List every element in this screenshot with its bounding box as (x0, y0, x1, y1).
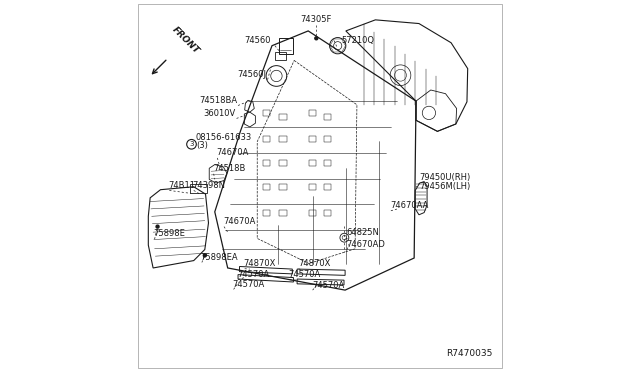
Text: 74570A: 74570A (312, 281, 344, 290)
Bar (190, 184, 207, 193)
Text: 64825N: 64825N (347, 228, 380, 237)
Bar (263, 184, 270, 190)
Text: 79450U(RH): 79450U(RH) (419, 173, 470, 182)
Bar (275, 52, 286, 60)
Text: 74670A: 74670A (216, 148, 249, 157)
Bar (263, 210, 270, 215)
Bar (280, 184, 287, 190)
Bar (309, 160, 316, 166)
Bar (263, 160, 270, 166)
Text: 74560: 74560 (244, 36, 271, 45)
Circle shape (315, 37, 318, 40)
Text: 79456M(LH): 79456M(LH) (419, 182, 470, 191)
Circle shape (204, 254, 206, 257)
Bar (324, 184, 331, 190)
Bar (280, 114, 287, 119)
Bar (280, 160, 287, 166)
Text: 74518B: 74518B (213, 164, 245, 173)
Text: 75898E: 75898E (153, 230, 185, 238)
Bar (324, 114, 331, 119)
Circle shape (156, 225, 159, 228)
Bar (309, 136, 316, 142)
Text: 74305F: 74305F (301, 15, 332, 23)
Text: 74398N: 74398N (193, 181, 226, 190)
Text: 08156-61633: 08156-61633 (196, 133, 252, 142)
Text: 36010V: 36010V (204, 109, 236, 118)
Bar (280, 210, 287, 215)
Bar (324, 160, 331, 166)
Bar (263, 110, 270, 116)
Text: 74560J: 74560J (237, 70, 266, 79)
Bar (263, 136, 270, 142)
Bar (309, 210, 316, 215)
Text: 75898EA: 75898EA (200, 253, 237, 262)
Text: (3): (3) (196, 141, 208, 150)
Bar (324, 210, 331, 215)
Text: 57210Q: 57210Q (341, 36, 374, 45)
Text: 3: 3 (189, 141, 194, 147)
Bar (280, 136, 287, 142)
Text: 74570A: 74570A (289, 270, 321, 279)
Bar (324, 136, 331, 142)
Text: 74870X: 74870X (298, 259, 330, 268)
Text: 74B11: 74B11 (168, 181, 196, 190)
Text: FRONT: FRONT (171, 25, 202, 56)
Text: 74670A: 74670A (223, 217, 255, 226)
Bar (309, 110, 316, 116)
Text: 74670AD: 74670AD (347, 240, 385, 249)
Text: 74518BA: 74518BA (199, 96, 237, 105)
Text: 74570A: 74570A (232, 280, 265, 289)
Text: R7470035: R7470035 (447, 349, 493, 358)
Text: 74870X: 74870X (244, 259, 276, 268)
Text: 74570A: 74570A (237, 270, 269, 279)
Text: 74670AA: 74670AA (390, 201, 429, 210)
Bar (309, 184, 316, 190)
